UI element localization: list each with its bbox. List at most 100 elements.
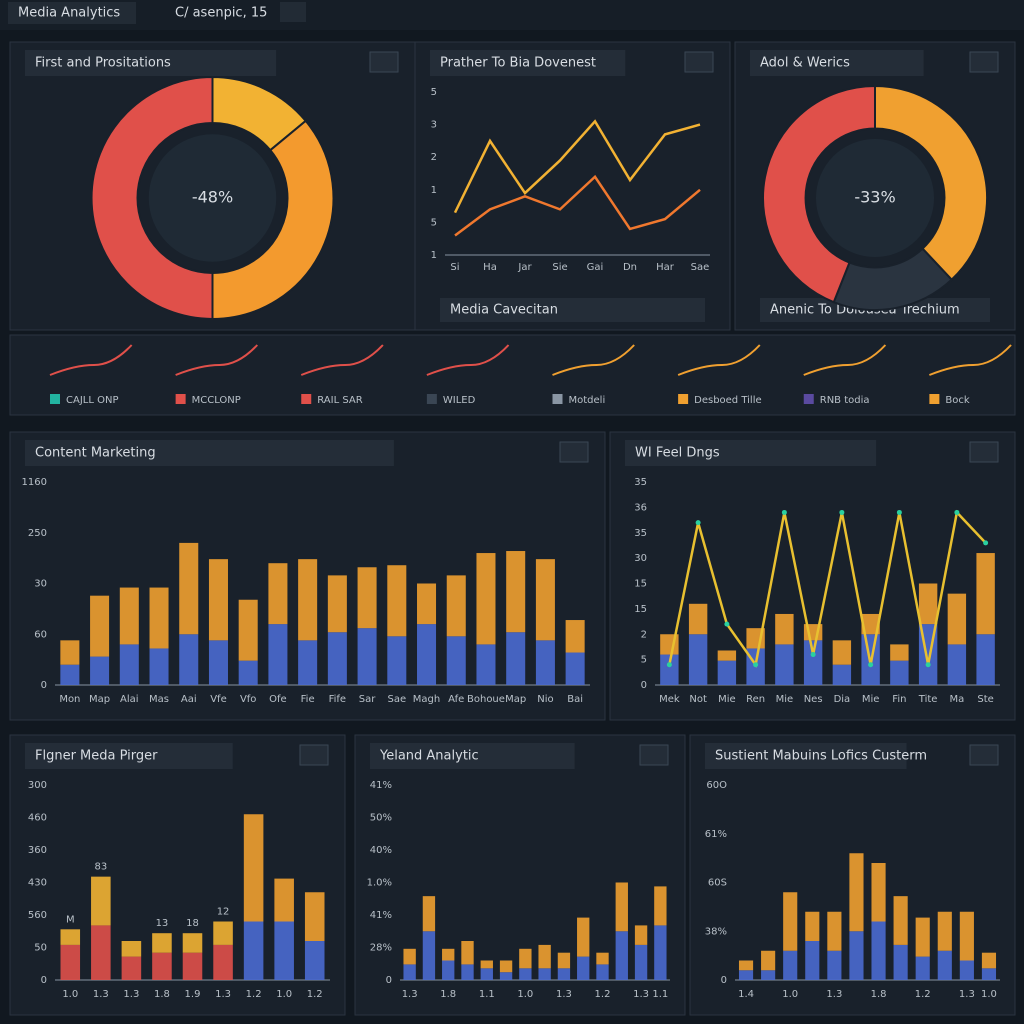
bar-segment xyxy=(565,620,585,653)
title-bar xyxy=(430,50,626,76)
y-axis-label: 5 xyxy=(431,87,437,98)
panel-button[interactable] xyxy=(639,744,669,766)
y-axis-label: 0 xyxy=(641,680,647,691)
bar-segment xyxy=(327,632,347,685)
tab-label[interactable]: C/ asenpic, 15 xyxy=(175,6,267,21)
panel-button[interactable] xyxy=(969,744,999,766)
bar-segment xyxy=(461,941,474,965)
bar-segment xyxy=(915,917,930,957)
line-series xyxy=(668,509,987,668)
title-bar xyxy=(370,743,575,769)
bar-segment xyxy=(213,944,233,980)
y-axis-label: 250 xyxy=(28,528,47,539)
bar-segment xyxy=(959,911,974,961)
bar-segment xyxy=(918,583,938,625)
x-axis-label: Vfe xyxy=(210,694,227,705)
legend-swatch xyxy=(552,394,563,404)
legend-swatch xyxy=(175,394,186,404)
x-axis-label: Dn xyxy=(623,262,637,273)
bar-segment xyxy=(976,634,995,685)
panel-button[interactable] xyxy=(969,441,999,463)
bar-segment xyxy=(976,553,995,635)
x-axis-label: 1.1 xyxy=(652,989,668,1000)
bar-segment xyxy=(403,964,416,980)
bar-segment xyxy=(298,640,318,685)
x-axis-label: Sar xyxy=(359,694,376,705)
center-label: -48% xyxy=(192,188,233,207)
x-axis-label: Si xyxy=(450,262,459,273)
bar-segment xyxy=(304,892,325,941)
x-axis-label: Fie xyxy=(301,694,315,705)
panel-title: Sustient Mabuins Lofics Custerm xyxy=(715,749,927,764)
bar-segment xyxy=(959,960,974,980)
bar-segment xyxy=(981,968,997,980)
y-axis-label: 35 xyxy=(634,528,647,539)
bar-segment xyxy=(654,886,667,926)
x-axis-label: 1.3 xyxy=(959,989,975,1000)
bar-segment xyxy=(417,624,437,685)
line-point xyxy=(810,652,816,658)
legend-swatch xyxy=(929,394,940,404)
app-tab[interactable] xyxy=(8,2,136,24)
x-axis-label: 1.8 xyxy=(871,989,887,1000)
y-axis-label: 0 xyxy=(721,975,727,986)
legend-icon xyxy=(300,344,384,376)
bar-segment xyxy=(981,952,997,969)
title-bar xyxy=(750,50,924,76)
footer-bar xyxy=(440,298,705,322)
x-axis-label: Map xyxy=(505,694,526,705)
panel-button[interactable] xyxy=(969,51,999,73)
line-point xyxy=(954,509,960,515)
bar-segment xyxy=(506,551,526,633)
line-point xyxy=(839,509,845,515)
y-axis-label: 30 xyxy=(34,579,47,590)
x-axis-label: Ste xyxy=(977,694,993,705)
title-bar xyxy=(25,743,233,769)
bar-segment xyxy=(506,632,526,685)
x-axis-label: Magh xyxy=(413,694,440,705)
line-point xyxy=(868,662,874,668)
panel-button[interactable] xyxy=(684,51,714,73)
bar-segment xyxy=(182,952,203,980)
y-axis-label: 2 xyxy=(431,152,437,163)
y-axis-label: 30 xyxy=(634,553,647,564)
y-axis-label: 41% xyxy=(370,780,392,791)
panel-button[interactable] xyxy=(299,744,329,766)
bar-segment xyxy=(849,853,864,932)
bar-segment xyxy=(274,878,294,922)
x-axis-label: Tite xyxy=(918,694,938,705)
bar-segment xyxy=(775,644,794,685)
bar-segment xyxy=(442,960,455,980)
x-axis-label: Nio xyxy=(537,694,553,705)
bar-segment xyxy=(121,941,142,957)
bar-segment xyxy=(849,931,864,980)
bar-segment xyxy=(179,542,199,635)
y-axis-label: 50% xyxy=(370,813,392,824)
bar-segment xyxy=(890,644,909,661)
bar-segment xyxy=(519,968,532,980)
bar-segment xyxy=(783,892,798,951)
legend-icon xyxy=(49,344,133,376)
legend-swatch xyxy=(678,394,689,404)
title-bar xyxy=(25,440,394,466)
bar-segment xyxy=(152,933,172,953)
panel-title: Prather To Bia Dovenest xyxy=(440,56,596,71)
bar-segment xyxy=(538,944,551,969)
x-axis-label: Sae xyxy=(387,694,406,705)
bar-segment xyxy=(480,960,493,969)
line-series xyxy=(454,174,701,237)
icon-button[interactable] xyxy=(280,2,306,22)
bar-segment xyxy=(60,664,80,685)
y-axis-label: 460 xyxy=(28,813,47,824)
legend-label: Bock xyxy=(945,395,969,406)
x-axis-label: Not xyxy=(689,694,707,705)
donut-hole xyxy=(148,134,277,262)
donut-segment xyxy=(211,119,335,320)
bar-segment xyxy=(182,933,203,953)
panel-button[interactable] xyxy=(559,441,589,463)
y-axis-label: 40% xyxy=(370,845,392,856)
bar-segment xyxy=(422,931,436,980)
panel-button[interactable] xyxy=(369,51,399,73)
legend-label: WILED xyxy=(443,395,476,406)
legend-label: MCCLONP xyxy=(192,395,241,406)
